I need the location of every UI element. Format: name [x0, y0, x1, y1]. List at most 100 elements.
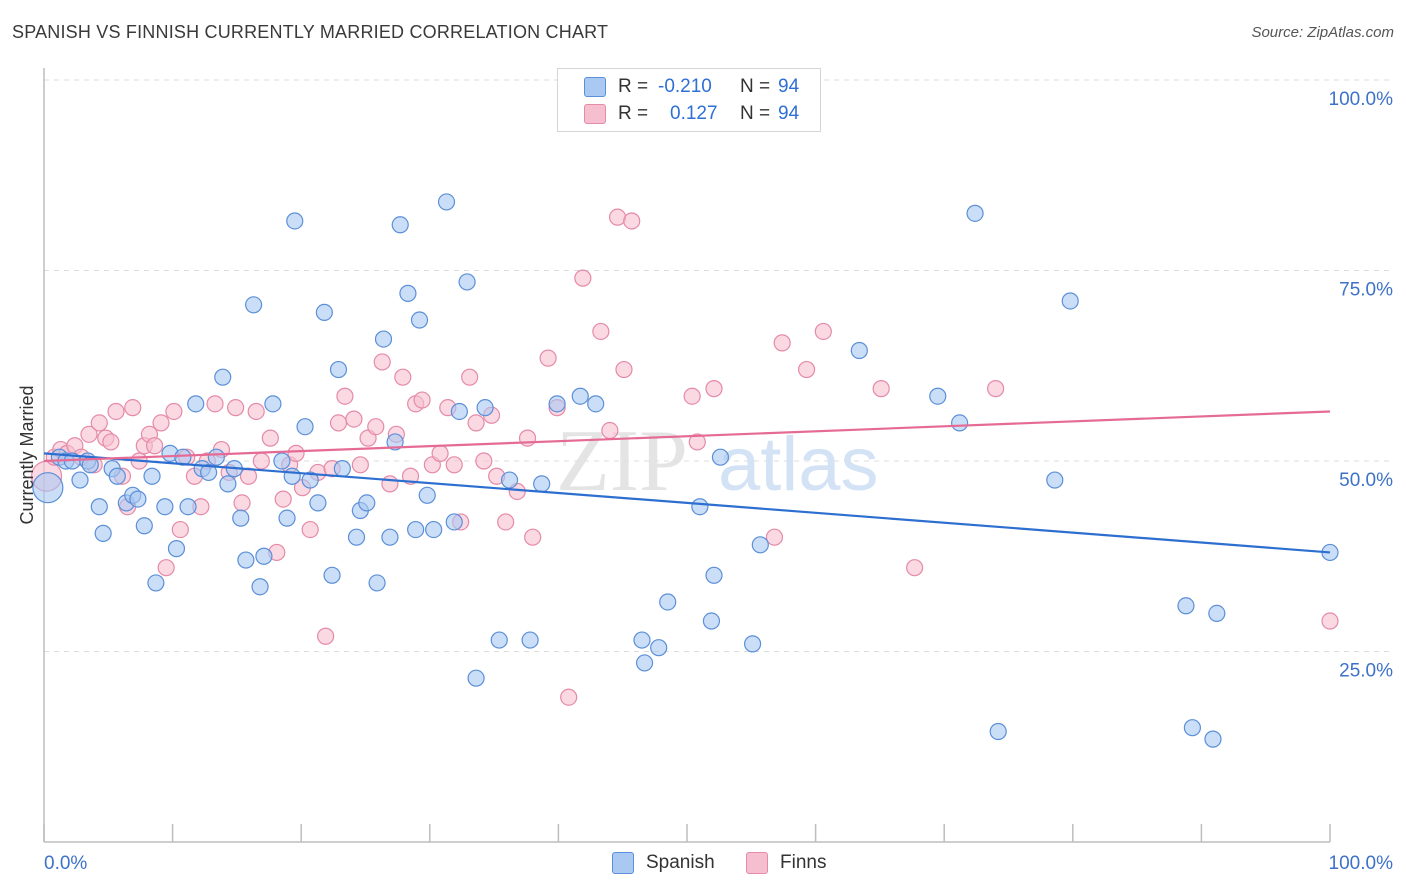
y-tick-label: 100.0%	[1329, 89, 1394, 110]
spanish-point	[147, 574, 165, 592]
spanish-point	[691, 498, 709, 516]
finns-point	[261, 429, 279, 447]
finns-point	[1321, 612, 1339, 630]
spanish-point	[850, 341, 868, 360]
spanish-point	[381, 528, 399, 546]
finns-trend-line	[43, 410, 1331, 463]
finns-point	[539, 349, 557, 367]
spanish-point	[490, 631, 508, 649]
spanish-point	[929, 387, 947, 405]
legend-item-spanish[interactable]: Spanish	[612, 852, 715, 874]
finns-point	[705, 380, 723, 398]
spanish-point	[743, 635, 762, 653]
spanish-point	[179, 498, 197, 516]
spanish-point	[374, 330, 393, 348]
spanish-point	[301, 471, 319, 489]
tick-labels: 25.0% 50.0% 75.0% 100.0% 0.0% 100.0%	[44, 89, 1393, 874]
finns-point	[165, 402, 183, 421]
spanish-point	[232, 509, 250, 527]
finns-point	[157, 559, 175, 577]
spanish-point	[425, 520, 443, 539]
spanish-point	[445, 513, 463, 531]
legend-item-finns[interactable]: Finns	[746, 852, 826, 874]
spanish-point	[286, 212, 304, 230]
legend-row-finns: R = 0.127 N = 94	[584, 102, 799, 126]
spanish-point	[548, 395, 566, 413]
spanish-point	[129, 490, 147, 508]
spanish-point	[966, 204, 984, 222]
spanish-point	[391, 216, 409, 234]
spanish-point	[1183, 719, 1201, 737]
spanish-point	[323, 566, 341, 584]
spanish-point	[476, 399, 494, 417]
spanish-point	[315, 303, 333, 322]
finns-point	[461, 368, 479, 386]
finns-point	[247, 402, 265, 421]
spanish-point	[1177, 597, 1195, 615]
finns-point	[765, 528, 784, 546]
r-value: -0.210	[658, 76, 712, 97]
spanish-point	[329, 360, 348, 379]
spanish-point	[1046, 471, 1064, 489]
n-value: 94	[778, 103, 800, 124]
spanish-point	[751, 536, 769, 554]
finns-point	[171, 520, 189, 539]
finns-point	[608, 208, 627, 226]
spanish-point	[278, 509, 296, 527]
x-tick-label: 0.0%	[44, 853, 87, 874]
y-tick-label: 50.0%	[1339, 470, 1393, 491]
spanish-point	[659, 593, 677, 611]
finns-point	[814, 322, 832, 341]
finns-point	[301, 520, 319, 539]
spanish-point	[951, 414, 969, 432]
r-label: R =	[618, 76, 649, 97]
finns-point	[872, 380, 890, 398]
spanish-point	[273, 452, 291, 470]
spanish-point	[633, 631, 651, 649]
finns-point	[467, 414, 485, 432]
spanish-point	[187, 395, 205, 413]
legend-row-spanish: R = -0.210 N = 94	[584, 75, 799, 99]
spanish-swatch	[612, 852, 634, 874]
spanish-point	[174, 448, 192, 466]
finns-point	[206, 395, 224, 413]
spanish-point	[458, 273, 476, 291]
finns-point	[413, 391, 431, 409]
spanish-point	[358, 494, 376, 512]
spanish-point	[108, 467, 126, 485]
watermark-zip: ZIP	[556, 413, 688, 510]
r-label: R =	[618, 103, 649, 124]
finns-swatch	[584, 104, 606, 124]
spanish-point	[500, 471, 519, 489]
series-legend: Spanish Finns	[0, 852, 1406, 878]
trend-lines	[43, 410, 1331, 554]
finns-point	[102, 433, 120, 451]
spanish-point	[399, 284, 417, 302]
finns-point	[615, 360, 633, 379]
finns-point	[145, 437, 164, 455]
finns-point	[287, 444, 305, 462]
spanish-point	[251, 578, 269, 596]
spanish-point	[386, 433, 404, 451]
legend-label-spanish: Spanish	[646, 852, 715, 873]
spanish-point	[94, 524, 112, 542]
y-tick-label: 25.0%	[1339, 661, 1393, 682]
y-axis-label: Currently Married	[17, 385, 37, 524]
finns-point	[560, 688, 578, 706]
finns-point	[252, 452, 270, 470]
spanish-point	[1061, 292, 1079, 310]
finns-point	[592, 322, 610, 341]
spanish-point	[533, 475, 551, 493]
spanish-trend-line	[43, 452, 1331, 554]
watermark-atlas: atlas	[718, 422, 879, 507]
finns-point	[124, 399, 142, 417]
finns-point	[274, 490, 292, 508]
finns-point	[351, 456, 369, 474]
spanish-point	[368, 574, 386, 592]
spanish-swatch	[584, 77, 606, 97]
finns-point	[445, 456, 463, 474]
spanish-point	[71, 471, 89, 489]
spanish-point	[264, 395, 282, 413]
spanish-point	[521, 631, 539, 649]
